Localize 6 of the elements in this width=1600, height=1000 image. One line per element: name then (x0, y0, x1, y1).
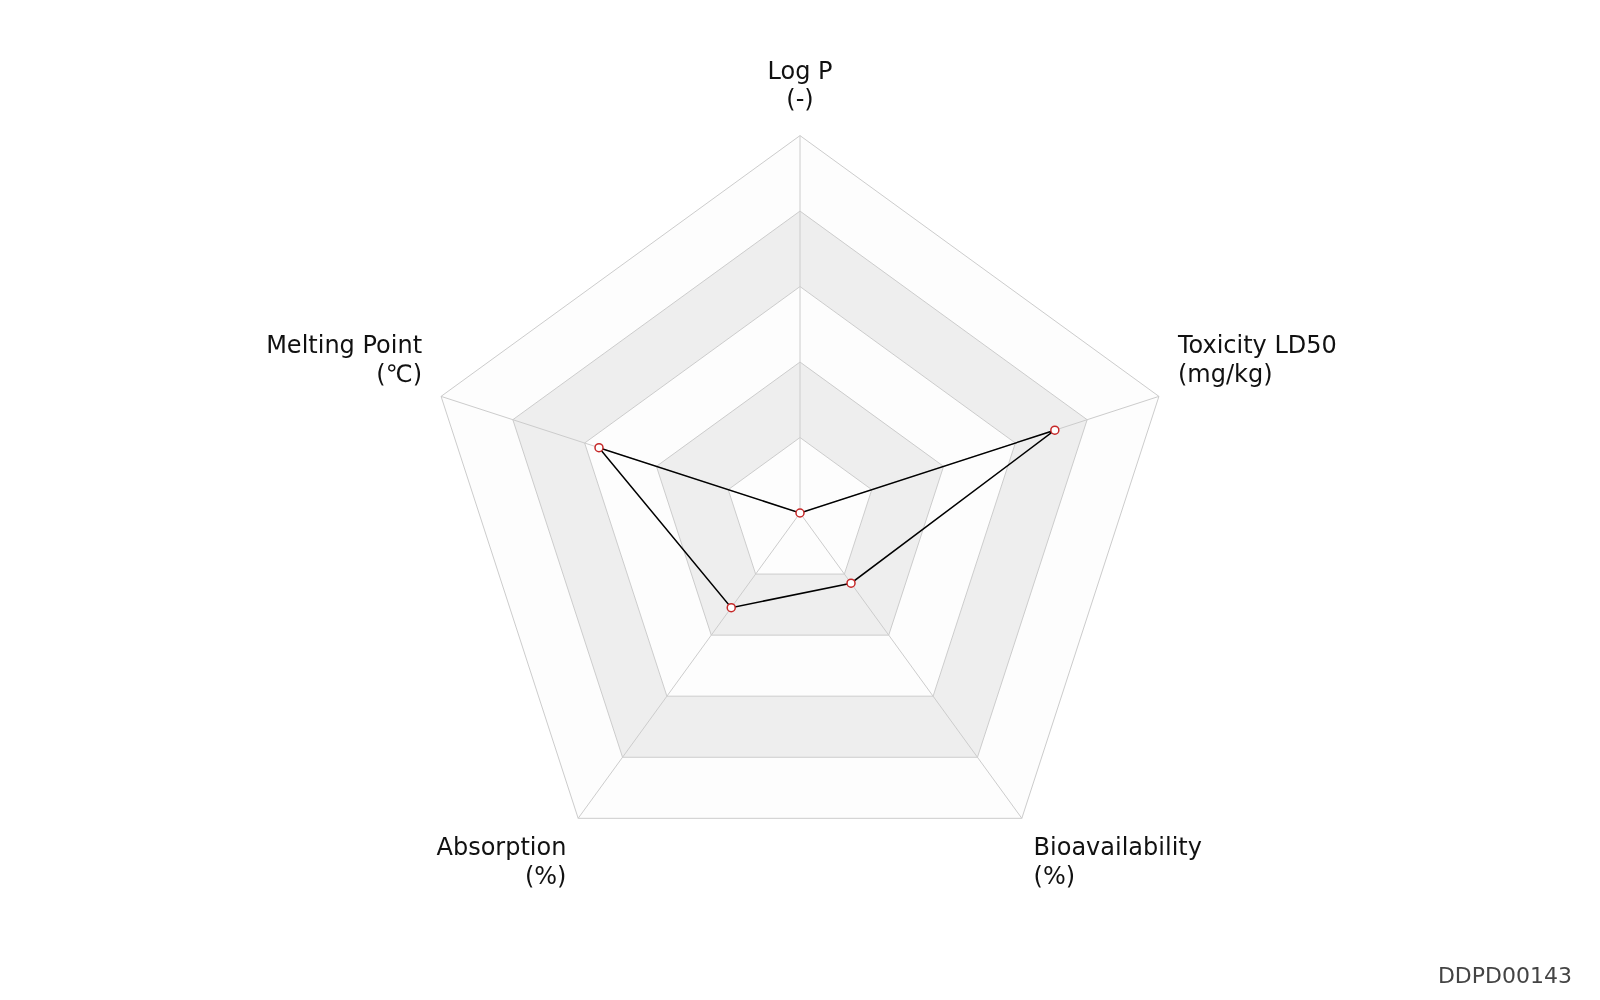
spoke-label: Toxicity LD50 (mg/kg) (1176, 331, 1337, 389)
spoke-label: Bioavailability (%) (1033, 833, 1202, 890)
spoke-label: Melting Point (℃) (266, 331, 423, 389)
spoke-label: Log P (-) (767, 56, 833, 114)
spoke-label: Absorption (%) (436, 833, 567, 890)
text: DDPD00143 (1437, 963, 1572, 988)
